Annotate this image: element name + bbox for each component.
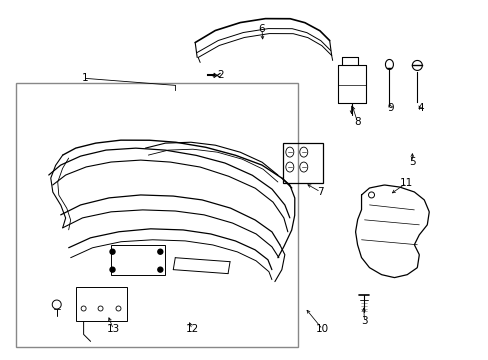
Text: 7: 7 [317, 187, 324, 197]
Text: 13: 13 [107, 324, 120, 334]
Bar [110, 245, 165, 275]
Text: 2: 2 [216, 71, 223, 80]
Bar [16, 84, 297, 347]
Circle shape [110, 249, 115, 254]
Circle shape [158, 267, 163, 272]
Circle shape [158, 249, 163, 254]
Text: 1: 1 [82, 73, 89, 84]
Bar [76, 287, 127, 321]
Text: 11: 11 [399, 178, 412, 188]
Text: 10: 10 [315, 324, 328, 334]
Text: 3: 3 [361, 316, 367, 327]
Bar [282, 143, 322, 183]
Text: 8: 8 [353, 117, 360, 127]
Text: 6: 6 [258, 24, 264, 33]
Text: 9: 9 [386, 103, 393, 113]
Text: 4: 4 [416, 103, 423, 113]
Text: 12: 12 [185, 324, 199, 334]
Circle shape [110, 267, 115, 272]
Text: 5: 5 [408, 157, 415, 167]
